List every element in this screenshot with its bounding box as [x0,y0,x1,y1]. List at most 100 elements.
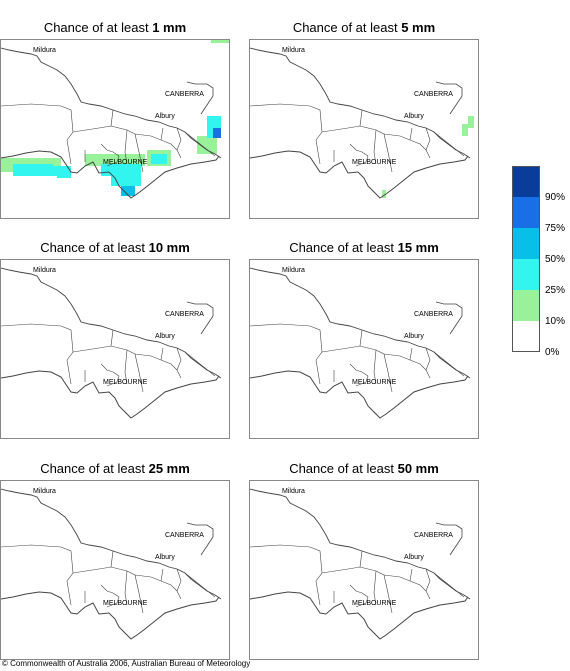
rain-probability-cell [197,136,217,154]
boundary-line [1,370,220,419]
boundary-line [321,345,385,355]
rain-probability-cell [41,166,71,176]
map-50mm: Mildura CANBERRA Albury MELBOURNE [249,480,479,660]
boundary-line [433,572,465,598]
panel-title: Chance of at least 1 mm [43,20,187,35]
boundary-line [373,570,377,606]
boundary-line [250,150,469,199]
place-label-albury: Albury [404,554,424,561]
place-label-melbourne: MELBOURNE [352,379,397,386]
legend-swatch [512,290,540,321]
boundary-line [100,143,120,167]
rain-probability-cell [468,116,474,128]
boundary-line [176,127,182,159]
boundary-line [321,566,385,576]
boundary-line [373,129,377,165]
boundary-line [100,363,120,387]
boundary-line [433,351,465,377]
rain-probability-cell [111,176,141,186]
map-10mm: Mildura CANBERRA Albury MELBOURNE [0,259,230,439]
rain-probability-cell [121,186,135,196]
place-label-melbourne: MELBOURNE [103,379,148,386]
place-label-mildura: Mildura [33,267,56,274]
boundary-line [433,131,465,157]
boundary-line [124,570,128,606]
rain-probability-cell [57,172,71,178]
boundary-line [383,133,393,173]
boundary-line [124,129,128,165]
place-label-mildura: Mildura [282,488,305,495]
map-15mm: Mildura CANBERRA Albury MELBOURNE [249,259,479,439]
boundary-line [250,544,323,582]
boundary-line [373,349,377,385]
place-label-mildura: Mildura [33,488,56,495]
panel-title: Chance of at least 10 mm [40,240,190,255]
boundary-line [110,329,114,347]
boundary-line [100,584,120,608]
boundary-line [315,139,321,165]
boundary-line [383,133,427,151]
map-1mm: Mildura CANBERRA Albury MELBOURNE [0,39,230,219]
boundary-line [315,359,321,385]
probability-legend: 90% 75% 50% 25% 10% 0% [512,166,568,358]
boundary-line [134,353,178,371]
place-label-canberra: CANBERRA [414,532,453,539]
boundary-line [134,353,144,393]
boundary-line [66,139,72,165]
place-label-albury: Albury [155,333,175,340]
rain-probability-cell [213,128,221,138]
boundary-line [359,329,363,347]
place-label-canberra: CANBERRA [165,311,204,318]
boundary-line [250,488,471,600]
boundary-line [66,580,72,606]
boundary-line [321,125,385,135]
map-5mm: Mildura CANBERRA Albury MELBOURNE [249,39,479,219]
boundary-line [1,488,222,600]
boundary-line [160,568,164,582]
boundary-line [250,267,471,379]
place-label-albury: Albury [155,554,175,561]
boundary-line [134,133,144,173]
boundary-line [250,323,323,361]
boundary-line [409,347,413,361]
place-label-canberra: CANBERRA [414,91,453,98]
boundary-line [425,127,431,159]
place-label-albury: Albury [404,113,424,120]
boundary-line [1,323,74,361]
rain-probability-cell [101,164,141,176]
boundary-line [134,574,178,592]
boundary-line [359,109,363,127]
panel-title: Chance of at least 50 mm [289,461,439,476]
place-label-canberra: CANBERRA [165,532,204,539]
boundary-line [435,522,463,556]
legend-tick: 0% [545,347,560,358]
boundary-line [383,574,427,592]
panel-title: Chance of at least 15 mm [289,240,439,255]
legend-tick: 25% [545,285,566,296]
place-label-albury: Albury [404,333,424,340]
boundary-line [160,347,164,361]
place-label-albury: Albury [155,113,175,120]
boundary-line [435,81,463,115]
boundary-line [134,574,144,614]
boundary-line [186,301,214,335]
panel-title: Chance of at least 25 mm [40,461,190,476]
boundary-line [176,568,182,600]
boundary-line [1,103,74,141]
legend-tick: 50% [545,254,566,265]
boundary-line [1,544,74,582]
boundary-line [349,584,369,608]
boundary-line [110,109,114,127]
boundary-line [176,347,182,379]
place-label-melbourne: MELBOURNE [103,159,148,166]
rain-probability-cell [85,154,145,166]
boundary-line [250,370,469,419]
rain-probability-cell [462,124,468,136]
legend-tick: 90% [545,192,566,203]
boundary-line [186,81,214,115]
boundary-line [66,359,72,385]
place-label-canberra: CANBERRA [414,311,453,318]
boundary-line [349,363,369,387]
boundary-line [250,591,469,640]
boundary-line [409,568,413,582]
